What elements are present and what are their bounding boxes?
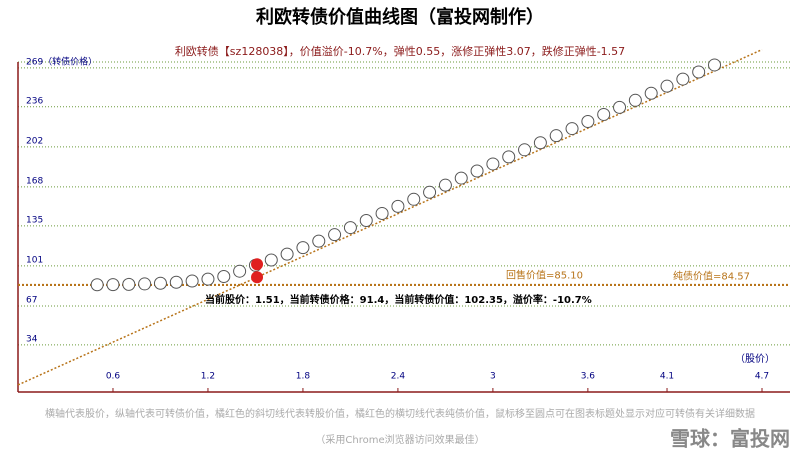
y-tick-label: 34 xyxy=(26,334,38,344)
y-tick-label: 269（转债价格） xyxy=(26,55,97,67)
reference-label: 纯债价值=84.57 xyxy=(673,269,750,282)
value-point xyxy=(660,79,674,93)
value-point xyxy=(708,58,722,72)
y-tick-label: 67 xyxy=(26,295,37,305)
value-point xyxy=(296,241,310,255)
value-point xyxy=(533,136,547,150)
value-point xyxy=(233,264,247,278)
x-tick-label: 4.7 xyxy=(755,372,769,382)
current-value xyxy=(251,258,264,271)
x-tick-label: 0.6 xyxy=(106,372,121,382)
value-point xyxy=(391,199,405,213)
chart-title: 利欧转债价值曲线图（富投网制作） xyxy=(256,6,544,28)
current-price xyxy=(251,271,264,284)
y-tick-label: 236 xyxy=(26,96,43,106)
value-point xyxy=(581,115,595,129)
value-point xyxy=(438,178,452,192)
value-point xyxy=(153,276,167,290)
value-point xyxy=(676,72,690,86)
value-point xyxy=(407,192,421,206)
x-tick-label: 2.4 xyxy=(391,372,406,382)
footer: 横轴代表股价，纵轴代表可转债价值，橘红色的斜切线代表转股价值，橘红色的横切线代表… xyxy=(45,407,755,420)
value-point xyxy=(565,122,579,136)
value-point xyxy=(502,150,516,164)
value-point xyxy=(169,275,183,289)
value-point xyxy=(312,234,326,248)
value-point xyxy=(423,185,437,199)
x-tick-label: 3 xyxy=(490,372,496,382)
value-point xyxy=(185,274,199,288)
value-point xyxy=(201,272,215,286)
x-tick-label: 4.1 xyxy=(660,372,674,382)
value-point xyxy=(106,278,120,292)
y-tick-label: 168 xyxy=(26,176,43,186)
y-tick-label: 101 xyxy=(26,255,43,265)
value-point xyxy=(549,129,563,143)
value-point xyxy=(628,93,642,107)
value-point xyxy=(470,164,484,178)
value-point xyxy=(613,100,627,114)
value-point xyxy=(328,228,342,242)
value-point xyxy=(518,143,532,157)
x-axis-label: （股价） xyxy=(735,353,775,365)
y-tick-label: 202 xyxy=(26,136,43,146)
value-point xyxy=(90,278,104,292)
value-point xyxy=(692,65,706,79)
value-point xyxy=(343,221,357,235)
value-point xyxy=(454,171,468,185)
watermark: 雪球：富投网 xyxy=(670,427,790,451)
x-tick-label: 3.6 xyxy=(581,372,596,382)
value-point xyxy=(597,107,611,121)
value-point xyxy=(280,247,294,261)
value-point xyxy=(122,277,136,291)
conversion-line xyxy=(17,48,763,386)
value-point xyxy=(486,157,500,171)
current-annotation: 当前股价：1.51，当前转债价格：91.4，当前转债价值：102.35，溢价率：… xyxy=(205,293,592,306)
x-tick-label: 1.2 xyxy=(201,372,215,382)
y-tick-label: 135 xyxy=(26,215,43,225)
chart-subtitle: 利欧转债【sz128038】，价值溢价-10.7%，弹性0.55，涨修正弹性3.… xyxy=(175,44,625,58)
value-point xyxy=(138,277,152,291)
x-tick-label: 1.8 xyxy=(296,372,311,382)
value-point xyxy=(359,214,373,228)
value-point xyxy=(644,86,658,100)
value-point xyxy=(264,253,278,267)
value-point xyxy=(217,270,231,283)
reference-label: 回售价值=85.10 xyxy=(506,269,583,282)
footer-note: （采用Chrome浏览器访问效果最佳） xyxy=(315,433,484,446)
value-point xyxy=(375,206,389,220)
